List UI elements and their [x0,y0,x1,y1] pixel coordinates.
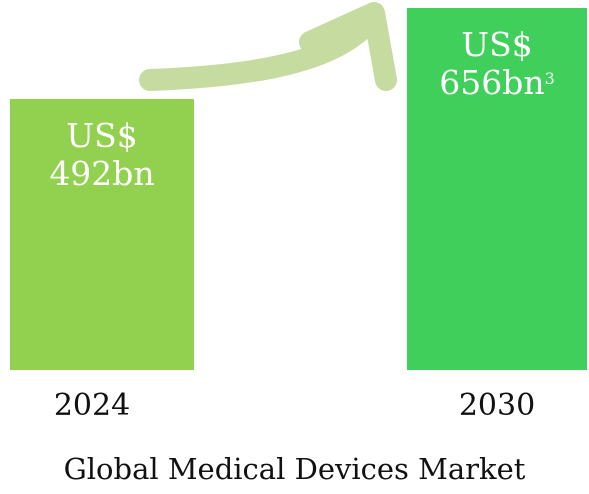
x-tick-label: 2030 [458,388,536,423]
value-label: US$ 492bn [10,115,194,193]
footnote-mark: 3 [544,69,555,88]
value-label-text: US$ 492bn [49,115,155,193]
bar: US$ 656bn3 [407,8,587,370]
value-label: US$ 656bn3 [407,26,587,102]
x-tick-label: 2024 [53,388,131,423]
bar: US$ 492bn [10,98,194,370]
chart-title: Global Medical Devices Market [63,452,526,486]
value-label-text: US$ 656bn [439,25,545,102]
